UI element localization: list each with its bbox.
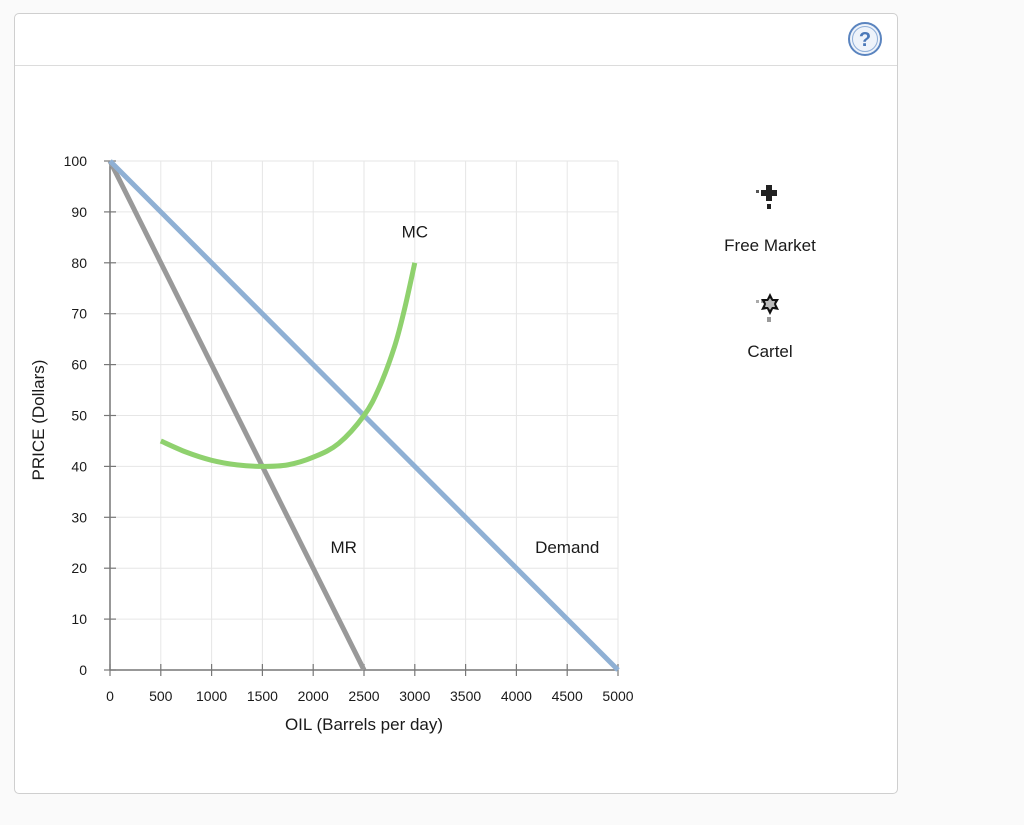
x-tick-label: 4000	[501, 688, 532, 704]
x-tick-label: 3500	[450, 688, 481, 704]
y-tick-label: 10	[71, 611, 87, 627]
y-tick-label: 80	[71, 255, 87, 271]
axes: 0 500 1000 1500 2000 2500 3000 3500 4000 4500 5000…	[64, 153, 634, 704]
series-mr-line	[107, 159, 367, 672]
plus-marker-icon	[756, 185, 777, 209]
y-axis-label: PRICE (Dollars)	[29, 360, 48, 481]
x-tick-label: 1000	[196, 688, 227, 704]
annotations: MC MR Demand	[330, 222, 599, 557]
x-tick-label: 3000	[399, 688, 430, 704]
legend-label-cartel: Cartel	[747, 342, 793, 361]
y-tick-label: 20	[71, 560, 87, 576]
y-tick-label: 0	[79, 662, 87, 678]
legend-free-market[interactable]: Free Market	[700, 182, 840, 256]
x-tick-label: 0	[106, 688, 114, 704]
x-tick-label: 2500	[348, 688, 379, 704]
x-tick-label: 4500	[552, 688, 583, 704]
series	[107, 159, 620, 672]
y-tick-label: 40	[71, 458, 87, 474]
legend-cartel[interactable]: Cartel	[700, 292, 840, 362]
star-marker-icon	[756, 293, 779, 322]
y-tick-label: 90	[71, 204, 87, 220]
y-tick-label: 70	[71, 306, 87, 322]
panel-header	[15, 14, 897, 66]
x-axis-label: OIL (Barrels per day)	[285, 715, 443, 734]
x-tick-label: 5000	[602, 688, 633, 704]
y-tick-label: 30	[71, 509, 87, 525]
graph-panel: ?	[14, 13, 898, 794]
series-mc-line	[159, 262, 418, 469]
y-tick-label: 100	[64, 153, 88, 169]
y-tick-label: 60	[71, 357, 87, 373]
svg-text:?: ?	[859, 29, 871, 51]
annotation-mc: MC	[402, 222, 428, 241]
annotation-demand: Demand	[535, 538, 599, 557]
x-tick-label: 2000	[298, 688, 329, 704]
x-tick-label: 500	[149, 688, 173, 704]
x-tick-label: 1500	[247, 688, 278, 704]
y-tick-label: 50	[71, 408, 87, 424]
question-circle-icon[interactable]: ?	[847, 21, 883, 57]
legend-label-free-market: Free Market	[724, 236, 816, 255]
annotation-mr: MR	[330, 538, 356, 557]
